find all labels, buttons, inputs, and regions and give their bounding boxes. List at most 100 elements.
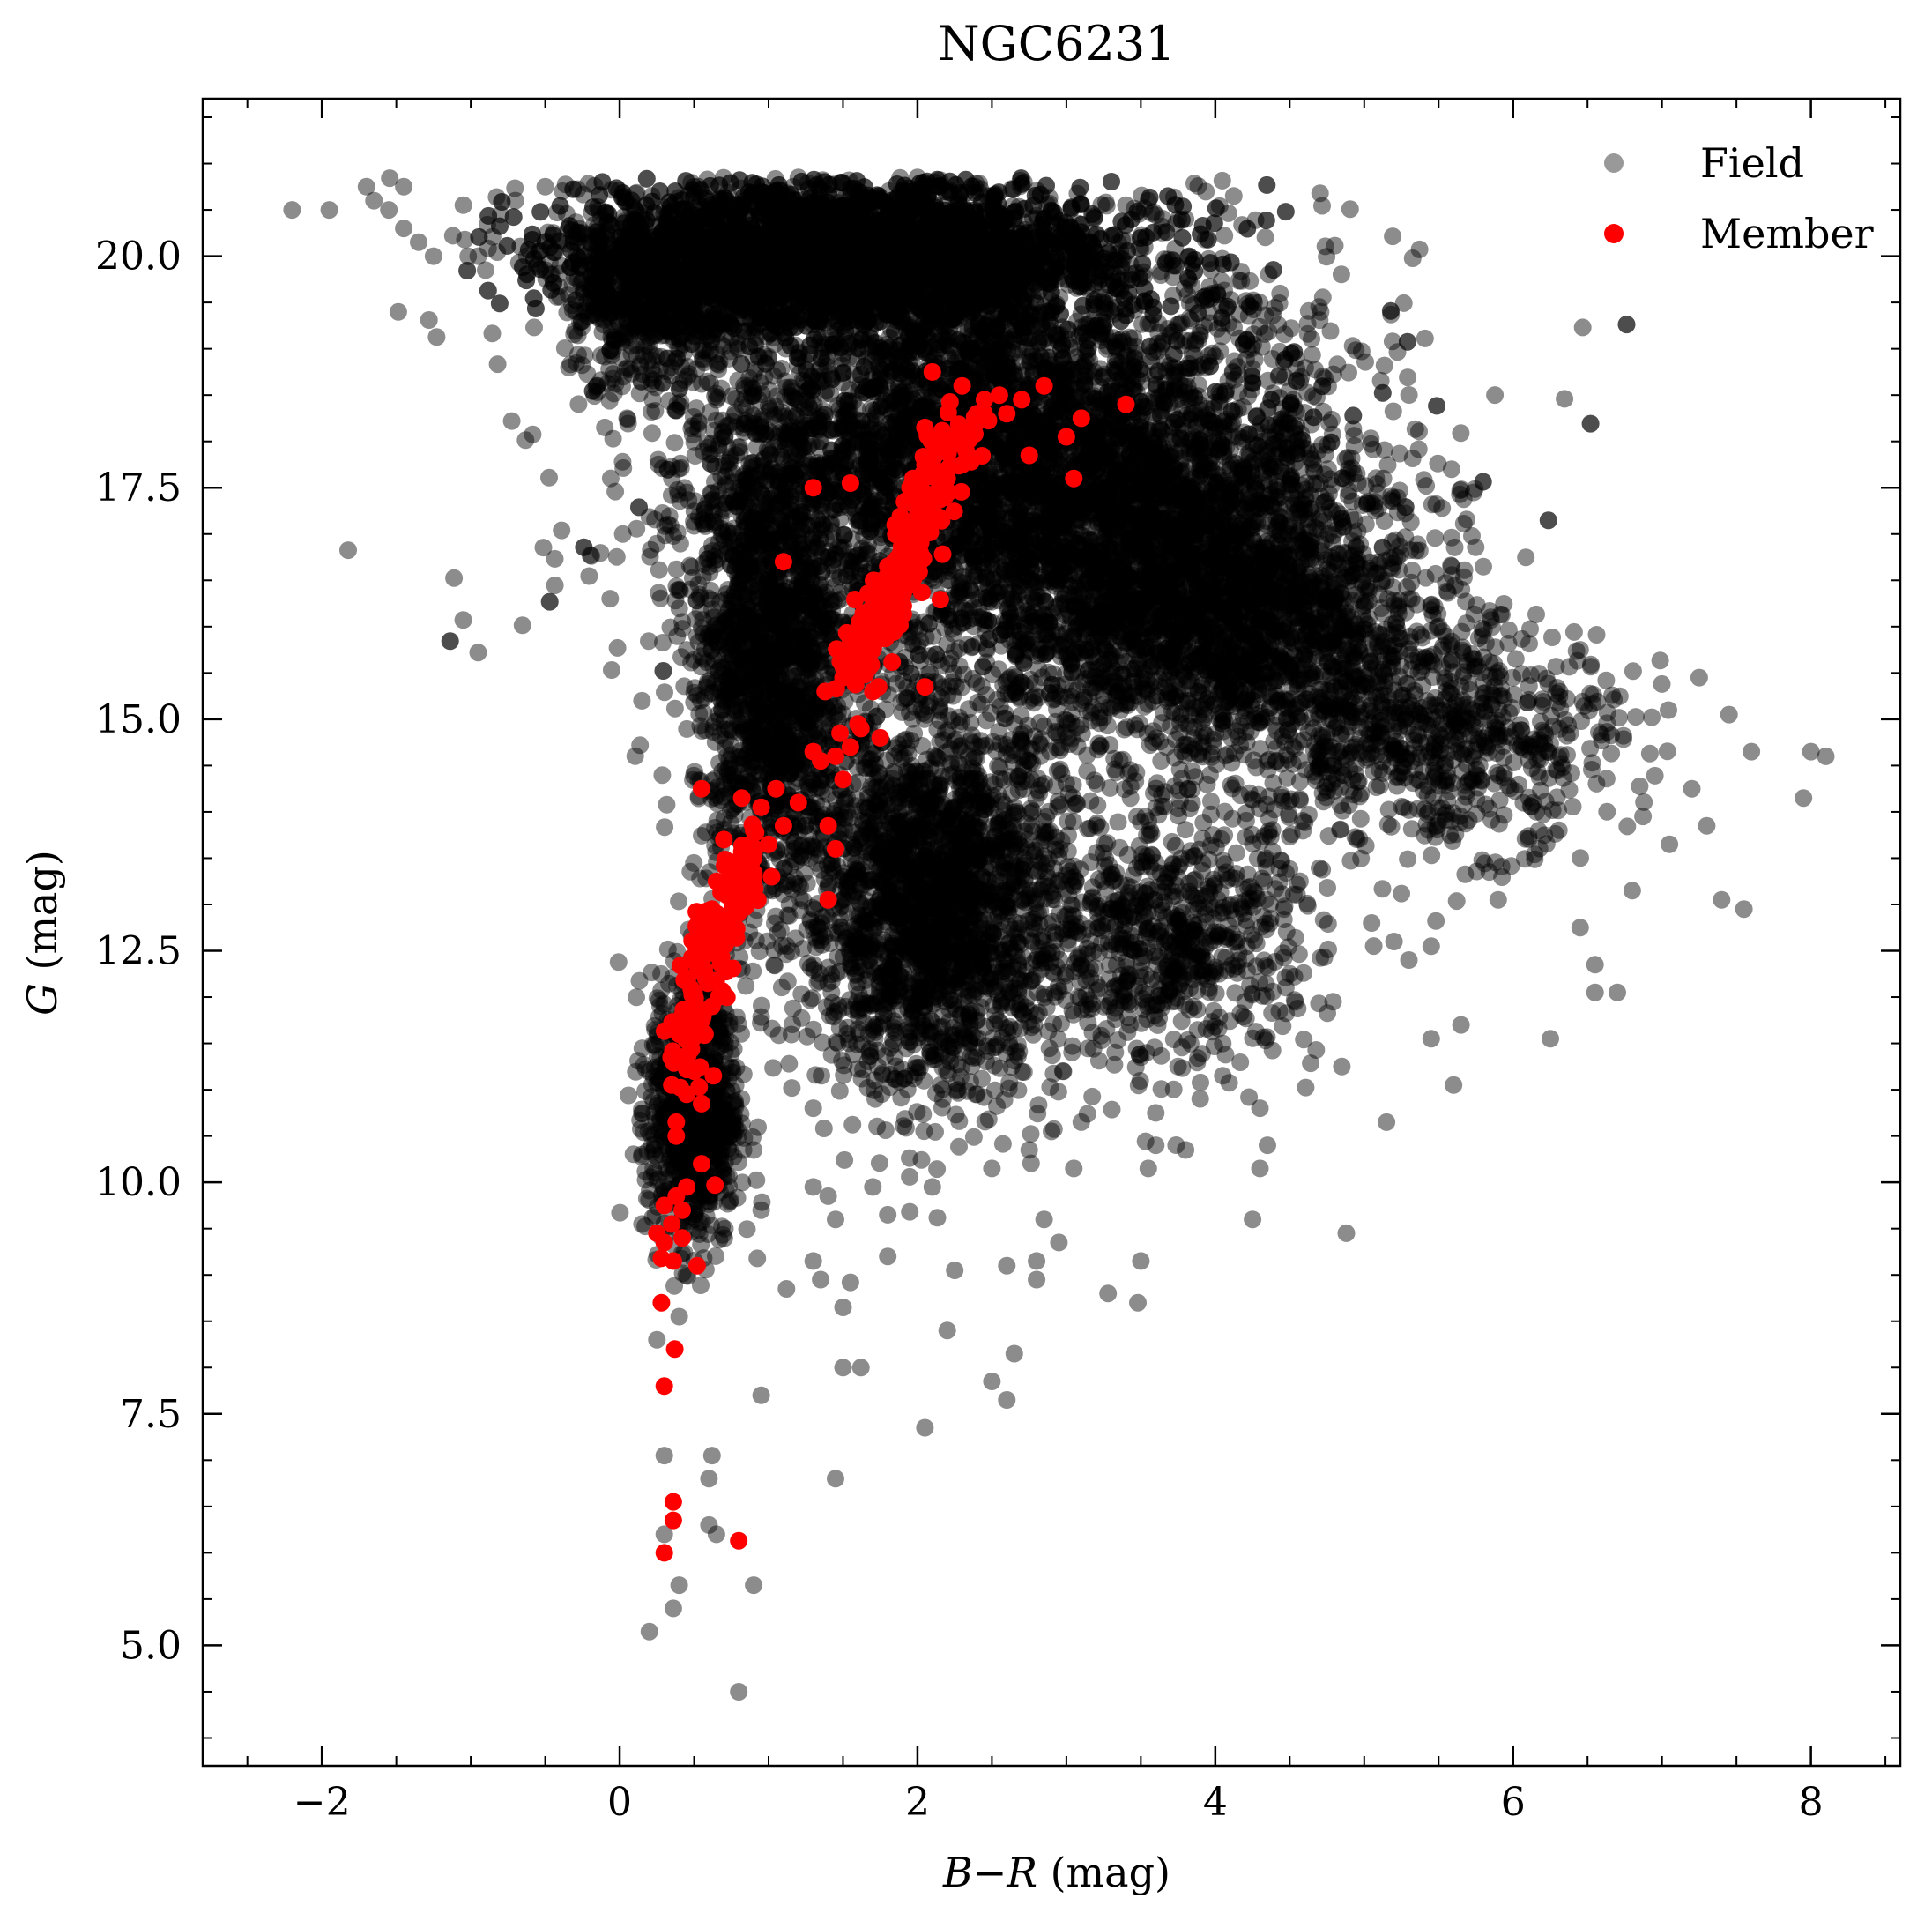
field-point bbox=[1399, 368, 1417, 387]
field-point bbox=[872, 398, 890, 415]
field-point bbox=[1539, 511, 1557, 530]
field-point bbox=[1303, 346, 1321, 364]
field-point bbox=[1225, 352, 1244, 370]
field-point bbox=[613, 525, 632, 543]
field-point bbox=[803, 420, 821, 438]
field-point bbox=[1256, 228, 1274, 247]
field-point bbox=[1131, 524, 1149, 542]
field-point bbox=[800, 289, 819, 308]
field-point bbox=[601, 590, 620, 608]
field-point bbox=[994, 570, 1013, 589]
field-point bbox=[1258, 175, 1276, 194]
field-point bbox=[1381, 301, 1400, 320]
field-point bbox=[1332, 265, 1350, 284]
field-point bbox=[427, 328, 446, 346]
field-point bbox=[1238, 294, 1257, 313]
field-point bbox=[659, 317, 678, 336]
field-point bbox=[845, 366, 863, 383]
chart-title: NGC6231 bbox=[938, 16, 1175, 71]
field-point bbox=[603, 661, 620, 679]
field-point bbox=[1288, 416, 1306, 435]
field-point bbox=[569, 395, 588, 413]
field-point bbox=[1033, 553, 1051, 571]
field-point bbox=[1013, 406, 1031, 424]
field-point bbox=[881, 352, 899, 370]
field-point bbox=[1345, 511, 1364, 530]
field-point bbox=[1106, 338, 1125, 356]
field-point bbox=[540, 468, 558, 487]
field-point bbox=[979, 502, 998, 520]
plot-area bbox=[283, 168, 1835, 1701]
field-point bbox=[862, 515, 881, 532]
field-point bbox=[727, 390, 746, 407]
field-point bbox=[1181, 555, 1200, 573]
field-point bbox=[1428, 397, 1446, 415]
field-point bbox=[666, 401, 685, 420]
field-point bbox=[1086, 390, 1104, 407]
field-point bbox=[1270, 294, 1289, 312]
field-point bbox=[454, 611, 472, 629]
field-point bbox=[941, 339, 959, 356]
field-point bbox=[1037, 439, 1056, 458]
field-point bbox=[1356, 353, 1374, 371]
field-point bbox=[1243, 367, 1261, 385]
field-point bbox=[339, 541, 357, 560]
field-point bbox=[445, 569, 464, 587]
field-point bbox=[1313, 377, 1332, 396]
field-point bbox=[852, 366, 871, 383]
field-point bbox=[1269, 367, 1288, 385]
field-point bbox=[1321, 322, 1340, 340]
field-point bbox=[1130, 592, 1148, 610]
field-point bbox=[660, 507, 679, 525]
field-point bbox=[665, 434, 684, 452]
field-point bbox=[654, 662, 672, 680]
field-point bbox=[1234, 335, 1252, 353]
field-point bbox=[1190, 461, 1208, 480]
field-point bbox=[875, 479, 894, 497]
field-point bbox=[731, 490, 749, 509]
field-point bbox=[1131, 361, 1149, 379]
field-point bbox=[713, 423, 732, 442]
field-point bbox=[643, 424, 661, 443]
field-point bbox=[1243, 360, 1261, 378]
field-point bbox=[1417, 477, 1436, 495]
field-point bbox=[672, 458, 690, 477]
field-point bbox=[1185, 175, 1203, 193]
field-point bbox=[640, 632, 658, 651]
field-point bbox=[742, 534, 761, 553]
field-point bbox=[1222, 253, 1240, 272]
field-point bbox=[1104, 287, 1123, 306]
field-point bbox=[836, 391, 854, 410]
field-point bbox=[1245, 291, 1263, 309]
field-point bbox=[1114, 666, 1133, 684]
field-point bbox=[580, 567, 598, 585]
field-point bbox=[829, 538, 848, 556]
field-point bbox=[546, 577, 564, 594]
field-point bbox=[1326, 236, 1344, 255]
field-point bbox=[1400, 386, 1418, 404]
field-point bbox=[1031, 391, 1050, 410]
field-point bbox=[1178, 286, 1197, 304]
field-point bbox=[1041, 422, 1059, 440]
field-point bbox=[1236, 459, 1254, 478]
field-point bbox=[1384, 227, 1402, 246]
field-point bbox=[1486, 386, 1505, 405]
field-point bbox=[1224, 187, 1243, 205]
field-point bbox=[656, 517, 674, 535]
field-point bbox=[969, 505, 987, 524]
field-point bbox=[905, 291, 924, 309]
field-point bbox=[1194, 490, 1213, 508]
field-point bbox=[546, 549, 564, 568]
field-point bbox=[1185, 640, 1204, 659]
field-point bbox=[947, 349, 965, 368]
field-point bbox=[799, 595, 818, 613]
field-point bbox=[1016, 273, 1035, 292]
field-point bbox=[947, 730, 965, 748]
field-point bbox=[1162, 297, 1180, 316]
field-point bbox=[553, 521, 571, 540]
field-point bbox=[990, 369, 1008, 388]
field-point bbox=[651, 589, 670, 607]
field-point bbox=[1102, 382, 1120, 400]
field-point bbox=[895, 184, 912, 203]
